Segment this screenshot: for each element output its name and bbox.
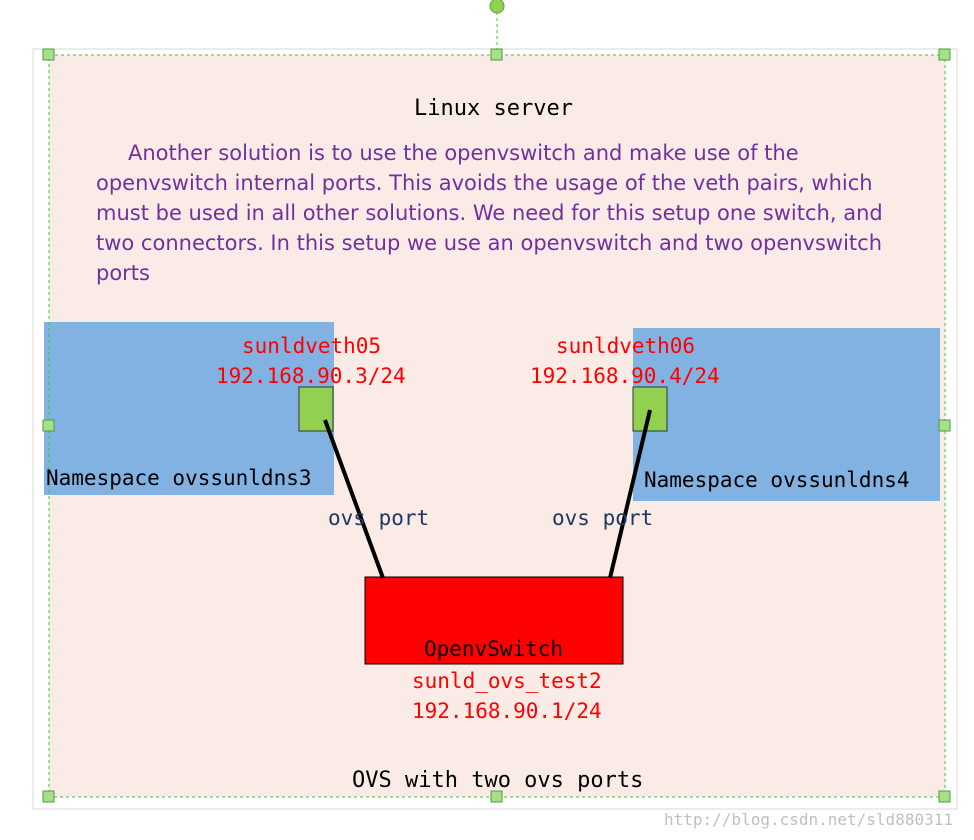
port-sunldveth06[interactable] [632,386,668,432]
namespace-ovssunldns4-box[interactable] [633,328,940,501]
bridge-ip: 192.168.90.1/24 [412,699,602,723]
namespace-ovssunldns3-box[interactable] [44,322,334,495]
diagram-footer-caption: OVS with two ovs ports [352,768,644,793]
resize-handle-middle-left[interactable] [42,419,55,432]
openvswitch-label: OpenvSwitch [424,637,564,661]
resize-handle-top-center[interactable] [490,48,503,61]
port-ip-sunldveth06: 192.168.90.4/24 [530,364,720,388]
port-name-sunldveth05: sunldveth05 [242,334,382,358]
watermark: http://blog.csdn.net/sld880311 [664,810,953,829]
link-left-label: ovs port [328,506,430,530]
bridge-name: sunld_ovs_test2 [412,669,602,693]
link-right[interactable] [608,409,652,579]
namespace-ovssunldns4-label: Namespace ovssunldns4 [644,468,910,492]
namespace-ovssunldns3-label: Namespace ovssunldns3 [46,466,312,490]
server-description: Another solution is to use the openvswit… [96,141,883,285]
link-left[interactable] [323,419,385,579]
resize-handle-bottom-left[interactable] [42,790,55,803]
openvswitch-box[interactable] [364,576,624,665]
resize-handles[interactable] [42,48,951,803]
link-right-label: ovs port [552,506,654,530]
resize-handle-top-right[interactable] [938,48,951,61]
port-ip-sunldveth05: 192.168.90.3/24 [216,364,406,388]
rotate-handle[interactable] [489,0,505,14]
resize-handle-bottom-center[interactable] [490,790,503,803]
resize-handle-top-left[interactable] [42,48,55,61]
resize-handle-bottom-right[interactable] [938,790,951,803]
server-title: Linux server [414,96,573,121]
port-name-sunldveth06: sunldveth06 [556,334,696,358]
resize-handle-middle-right[interactable] [938,419,951,432]
